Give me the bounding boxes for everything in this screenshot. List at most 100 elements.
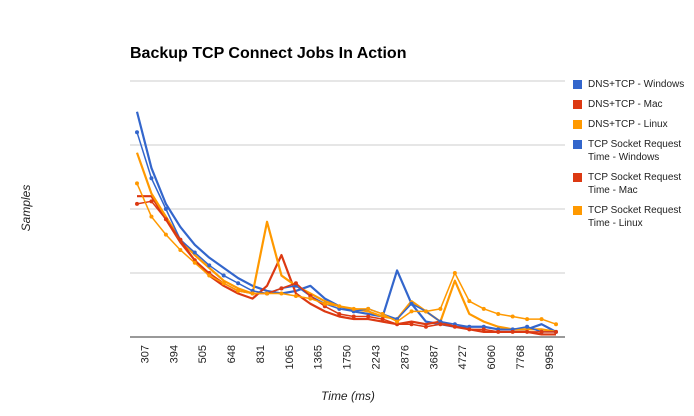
legend-swatch [573, 100, 582, 109]
data-point [525, 324, 530, 329]
data-point [149, 176, 154, 181]
data-point [293, 281, 298, 286]
x-tick-label: 2243 [371, 345, 383, 369]
x-tick-label: 2876 [399, 345, 411, 369]
x-tick-label: 307 [139, 345, 151, 363]
data-point [438, 306, 443, 311]
legend-label: DNS+TCP - Linux [588, 119, 668, 130]
data-point [496, 311, 501, 316]
x-tick-label: 4727 [457, 345, 469, 369]
x-tick-label: 7768 [515, 345, 527, 369]
series-line [136, 183, 557, 325]
data-point [178, 237, 183, 242]
legend-item: TCP Socket Request Time - Linux [573, 204, 685, 230]
series-line [136, 200, 556, 333]
x-tick-label: 6060 [486, 345, 498, 369]
data-point [163, 232, 168, 237]
data-point [337, 304, 342, 309]
data-point [135, 181, 139, 186]
data-point [409, 322, 414, 327]
data-point [366, 306, 371, 311]
data-point [496, 329, 501, 334]
x-tick-label: 3687 [428, 345, 440, 369]
data-point [163, 217, 168, 222]
data-point [163, 207, 168, 211]
data-point [337, 311, 342, 316]
data-point [236, 288, 241, 293]
data-point [554, 329, 558, 334]
data-point [395, 319, 400, 324]
data-point [409, 301, 414, 306]
legend-item: DNS+TCP - Mac [573, 98, 685, 111]
legend-swatch [573, 173, 582, 182]
data-point [322, 301, 327, 306]
data-point [192, 250, 197, 255]
data-point [149, 214, 154, 219]
data-point [554, 322, 558, 327]
data-point [192, 260, 197, 265]
legend-item: DNS+TCP - Linux [573, 118, 685, 131]
data-point [351, 306, 356, 311]
data-point [178, 247, 183, 252]
data-point [135, 130, 139, 135]
series-line [136, 131, 556, 333]
x-tick-label: 648 [226, 345, 238, 363]
data-point [539, 329, 544, 334]
legend-item: TCP Socket Request Time - Mac [573, 171, 685, 197]
data-point [423, 324, 428, 329]
data-point [438, 322, 443, 327]
data-point [221, 273, 226, 278]
legend-item: DNS+TCP - Windows [573, 78, 685, 91]
data-point [409, 309, 414, 314]
x-tick-label: 1065 [284, 345, 296, 369]
data-point [149, 199, 154, 204]
data-point [380, 317, 385, 322]
legend-swatch [573, 140, 582, 149]
data-point [539, 317, 544, 322]
data-point [293, 294, 298, 299]
data-point [467, 299, 472, 304]
x-tick-label: 1750 [342, 345, 354, 369]
data-point [207, 263, 212, 268]
legend-label: DNS+TCP - Mac [588, 99, 663, 110]
data-point [452, 271, 457, 275]
legend-swatch [573, 120, 582, 129]
data-point [525, 329, 530, 334]
legend-item: TCP Socket Request Time - Windows [573, 138, 685, 164]
legend-swatch [573, 80, 582, 89]
x-tick-label: 394 [168, 345, 180, 363]
data-point [452, 324, 457, 329]
legend-label: TCP Socket Request Time - Mac [588, 172, 682, 196]
data-point [366, 314, 371, 319]
data-point [279, 291, 284, 296]
data-point [250, 291, 255, 296]
legend-label: TCP Socket Request Time - Windows [588, 139, 682, 163]
data-point [265, 291, 270, 296]
data-point [207, 273, 212, 278]
data-point [221, 281, 226, 286]
data-point [423, 309, 428, 314]
data-point [481, 306, 486, 311]
legend: DNS+TCP - Windows DNS+TCP - Mac DNS+TCP - … [573, 78, 685, 237]
data-point [135, 201, 139, 206]
x-tick-label: 505 [197, 345, 209, 363]
data-point [467, 327, 472, 332]
data-point [510, 314, 515, 319]
series-line [135, 152, 557, 333]
y-axis-title: Samples [19, 185, 33, 232]
data-point [308, 296, 313, 301]
chart-title: Backup TCP Connect Jobs In Action [130, 45, 406, 62]
x-tick-label: 1365 [313, 345, 325, 369]
data-point [351, 314, 356, 319]
data-point [525, 317, 530, 322]
data-point [279, 286, 284, 291]
data-point [380, 311, 385, 316]
data-point [481, 327, 486, 332]
x-tick-label: 831 [255, 345, 267, 363]
legend-swatch [573, 206, 582, 215]
legend-label: TCP Socket Request Time - Linux [588, 205, 682, 229]
data-point [236, 281, 241, 286]
legend-label: DNS+TCP - Windows [588, 79, 685, 90]
